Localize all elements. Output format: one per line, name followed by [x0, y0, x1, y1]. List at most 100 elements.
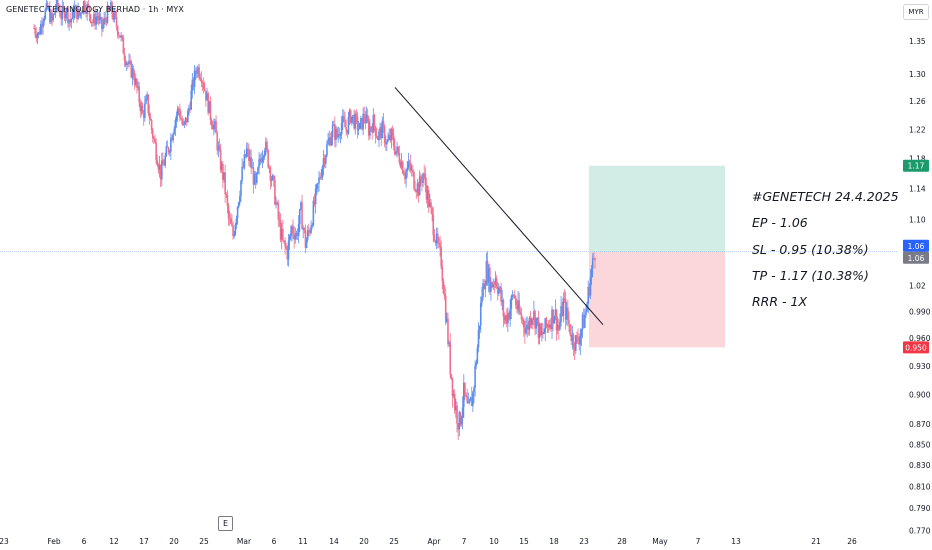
- candle: [337, 126, 340, 143]
- candle-body: [52, 14, 55, 21]
- earnings-marker[interactable]: E: [218, 516, 233, 531]
- candle: [114, 10, 117, 20]
- candle-body: [422, 173, 424, 183]
- candle: [464, 382, 466, 401]
- candle-body: [401, 161, 404, 174]
- candle: [154, 134, 156, 144]
- candle-body: [314, 188, 317, 205]
- candle-body: [390, 129, 393, 141]
- candle-body: [439, 243, 441, 248]
- candle-body: [107, 6, 110, 10]
- candle-body: [199, 77, 202, 80]
- candle-body: [258, 159, 260, 168]
- candle: [37, 31, 40, 39]
- candle-body: [537, 317, 540, 338]
- candle-body: [564, 298, 567, 320]
- candle-body: [170, 137, 172, 152]
- candle-body: [547, 324, 550, 328]
- candle: [210, 117, 213, 130]
- candle-body: [517, 300, 519, 310]
- candle: [429, 193, 431, 208]
- candle-body: [345, 127, 347, 130]
- candle: [329, 132, 332, 147]
- candle: [53, 12, 56, 16]
- candle: [555, 309, 558, 341]
- candle-body: [397, 146, 399, 154]
- candle-body: [291, 226, 293, 234]
- candle-body: [92, 21, 94, 23]
- candle-body: [298, 209, 301, 225]
- candle: [306, 225, 309, 243]
- candle-body: [41, 24, 43, 28]
- candle-body: [382, 120, 385, 127]
- candle: [269, 165, 272, 190]
- candle: [295, 230, 298, 240]
- candle: [512, 293, 515, 299]
- candle-body: [430, 202, 432, 208]
- candle-body: [45, 3, 48, 10]
- candle: [565, 301, 568, 326]
- candle: [559, 313, 561, 332]
- entry-price-label-text: 1.06: [908, 254, 925, 263]
- candle-body: [349, 110, 352, 123]
- candle: [481, 287, 483, 307]
- candle: [157, 162, 160, 174]
- candle: [118, 31, 120, 40]
- candle: [241, 158, 243, 185]
- candle: [198, 63, 200, 81]
- candle: [170, 133, 172, 161]
- candle-body: [341, 116, 344, 123]
- candle: [60, 10, 62, 26]
- candle-body: [563, 298, 566, 300]
- candle: [404, 167, 406, 184]
- candle: [129, 54, 131, 65]
- candle-body: [38, 32, 41, 35]
- candle: [234, 223, 237, 236]
- candle: [546, 323, 549, 334]
- candle-body: [77, 8, 79, 19]
- candle-body: [396, 146, 398, 152]
- candle-body: [474, 365, 476, 388]
- candle-body: [420, 176, 422, 182]
- target-price-label-text: 1.17: [908, 162, 925, 171]
- candle: [125, 61, 128, 71]
- candle: [377, 135, 379, 141]
- candle-body: [97, 16, 100, 21]
- candle: [351, 116, 353, 126]
- candle: [85, 5, 87, 18]
- candle-body: [103, 17, 105, 25]
- candle: [591, 253, 594, 278]
- candle: [588, 283, 591, 298]
- currency-button[interactable]: MYR: [903, 4, 929, 20]
- candle-body: [405, 171, 407, 180]
- annotation-entry: EP - 1.06: [752, 215, 808, 230]
- candle-body: [231, 223, 233, 226]
- candle-body: [63, 8, 66, 19]
- candle-body: [526, 324, 528, 329]
- candle: [531, 317, 534, 330]
- candle-body: [49, 8, 51, 23]
- candle-body: [39, 24, 42, 35]
- candle-body: [251, 167, 254, 169]
- candle: [268, 164, 271, 173]
- candle-body: [85, 10, 87, 14]
- candle: [111, 0, 113, 20]
- candle: [455, 398, 457, 419]
- candle: [140, 101, 143, 116]
- candle-body: [148, 112, 151, 118]
- candle: [356, 111, 359, 139]
- candle: [447, 312, 449, 348]
- candle-body: [383, 126, 386, 143]
- candle: [453, 389, 456, 414]
- candle-body: [590, 268, 593, 278]
- candle-body: [561, 306, 563, 316]
- candle-body: [155, 142, 157, 161]
- candle: [206, 87, 208, 101]
- candle-body: [423, 173, 426, 175]
- candle: [319, 172, 321, 180]
- x-tick-label: May: [652, 537, 668, 546]
- candle-body: [301, 202, 303, 230]
- candle-body: [518, 300, 521, 312]
- candle: [293, 226, 295, 249]
